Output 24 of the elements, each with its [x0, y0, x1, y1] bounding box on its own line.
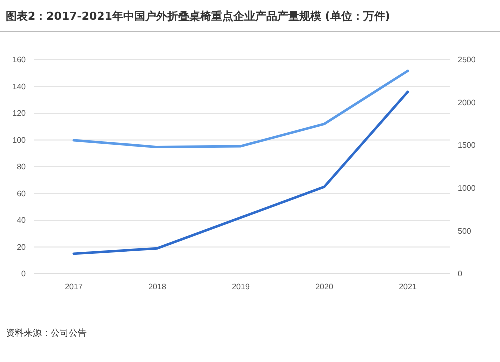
y-tick-label: 140	[12, 82, 27, 92]
y-tick-label: 160	[12, 56, 27, 65]
y-tick-label: 40	[17, 216, 27, 226]
y-tick-label: 120	[12, 109, 27, 118]
line-series	[72, 90, 410, 256]
y2-tick-label: 1500	[458, 141, 476, 150]
y2-tick-label: 1000	[458, 184, 476, 193]
y-tick-label: 80	[17, 162, 27, 172]
y2-tick-label: 2500	[458, 56, 476, 65]
x-tick-label: 2020	[316, 282, 334, 292]
y-tick-label: 20	[17, 242, 27, 252]
y-tick-label: 0	[22, 270, 27, 279]
y-tick-label: 60	[17, 189, 27, 198]
text: 资料来源：公司公告	[6, 328, 87, 339]
y2-tick-label: 0	[458, 270, 463, 279]
chart-title: 图表2：2017-2021年中国户外折叠桌椅重点企业产品产量规模 (单位：万件)	[6, 10, 390, 23]
y2-tick-label: 500	[458, 226, 472, 236]
x-tick-label: 2021	[399, 282, 418, 292]
x-tick-label: 2017	[65, 282, 84, 292]
y2-tick-label: 2000	[458, 98, 476, 108]
line-series	[72, 70, 410, 149]
y-tick-label: 100	[12, 136, 27, 145]
x-tick-label: 2019	[232, 282, 250, 292]
x-tick-label: 2018	[148, 282, 167, 292]
